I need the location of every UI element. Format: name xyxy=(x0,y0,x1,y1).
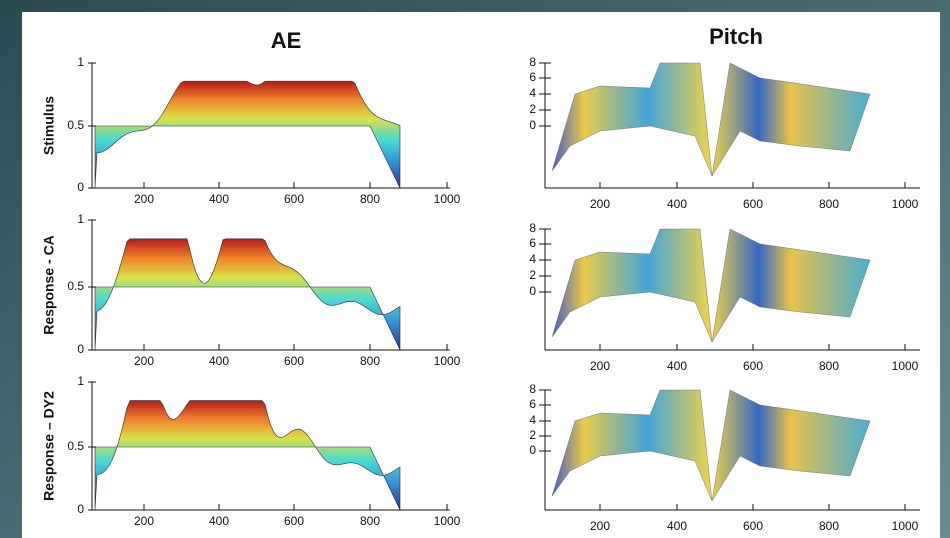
x-tick-label: 200 xyxy=(590,197,610,211)
x-tick-label: 200 xyxy=(134,192,154,206)
x-tick-label: 600 xyxy=(284,192,304,206)
x-tick-label: 200 xyxy=(134,514,154,528)
row-label: Stimulus xyxy=(41,96,57,155)
x-tick-label: 600 xyxy=(743,197,763,211)
surface xyxy=(551,389,871,502)
y-tick-label: 0.5 xyxy=(67,439,84,453)
row-label: Response - CA xyxy=(41,235,57,335)
y-tick-label: 2 xyxy=(529,428,536,442)
y-tick-label: 4 xyxy=(529,86,536,100)
surface xyxy=(94,400,401,511)
surface xyxy=(94,80,401,189)
x-tick-label: 800 xyxy=(819,519,839,533)
x-tick-label: 800 xyxy=(360,192,380,206)
column-title: AE xyxy=(271,28,302,53)
y-tick-label: 2 xyxy=(529,268,536,282)
y-tick-label: 8 xyxy=(529,55,536,69)
y-tick-label: 6 xyxy=(529,70,536,84)
y-tick-label: 0 xyxy=(77,342,84,356)
x-tick-label: 400 xyxy=(667,359,687,373)
y-tick-label: 0.5 xyxy=(67,279,84,293)
y-tick-label: 4 xyxy=(529,252,536,266)
column-title: Pitch xyxy=(709,24,763,49)
y-tick-label: 8 xyxy=(529,382,536,396)
y-tick-label: 0 xyxy=(529,118,536,132)
x-tick-label: 1000 xyxy=(892,359,919,373)
y-tick-label: 1 xyxy=(77,374,84,388)
surface xyxy=(551,228,871,343)
y-tick-label: 2 xyxy=(529,102,536,116)
x-tick-label: 1000 xyxy=(892,197,919,211)
x-tick-label: 800 xyxy=(360,354,380,368)
x-tick-label: 400 xyxy=(209,354,229,368)
x-tick-label: 1000 xyxy=(434,514,461,528)
row-label: Response – DY2 xyxy=(41,391,57,501)
y-tick-label: 0 xyxy=(77,180,84,194)
x-tick-label: 1000 xyxy=(892,519,919,533)
x-tick-label: 200 xyxy=(134,354,154,368)
x-tick-label: 600 xyxy=(743,519,763,533)
x-tick-label: 400 xyxy=(209,514,229,528)
y-tick-label: 0 xyxy=(77,502,84,516)
x-tick-label: 800 xyxy=(819,197,839,211)
surface xyxy=(551,62,871,177)
y-tick-label: 1 xyxy=(77,55,84,69)
x-tick-label: 200 xyxy=(590,519,610,533)
surface xyxy=(94,238,401,351)
y-tick-label: 0 xyxy=(529,443,536,457)
y-tick-label: 6 xyxy=(529,236,536,250)
x-tick-label: 600 xyxy=(284,514,304,528)
x-tick-label: 400 xyxy=(667,519,687,533)
x-tick-label: 400 xyxy=(667,197,687,211)
y-tick-label: 4 xyxy=(529,413,536,427)
y-tick-label: 1 xyxy=(77,212,84,226)
y-tick-label: 0 xyxy=(529,284,536,298)
y-tick-label: 8 xyxy=(529,221,536,235)
x-tick-label: 600 xyxy=(743,359,763,373)
x-tick-label: 800 xyxy=(819,359,839,373)
x-tick-label: 200 xyxy=(590,359,610,373)
y-tick-label: 6 xyxy=(529,397,536,411)
x-tick-label: 1000 xyxy=(434,354,461,368)
x-tick-label: 600 xyxy=(284,354,304,368)
x-tick-label: 400 xyxy=(209,192,229,206)
x-tick-label: 800 xyxy=(360,514,380,528)
x-tick-label: 1000 xyxy=(434,192,461,206)
y-tick-label: 0.5 xyxy=(67,118,84,132)
